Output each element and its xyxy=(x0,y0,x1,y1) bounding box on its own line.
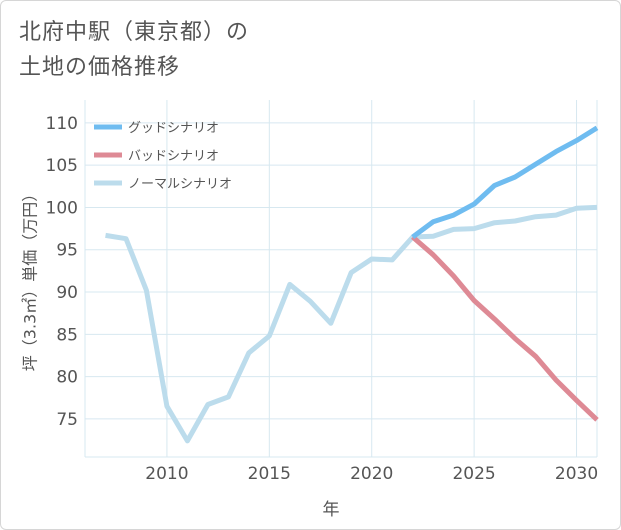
y-tick-label: 110 xyxy=(46,114,78,134)
legend-label-good: グッドシナリオ xyxy=(128,121,219,136)
legend-label-bad: バッドシナリオ xyxy=(128,149,219,164)
y-tick-label: 80 xyxy=(56,368,78,388)
y-tick-label: 100 xyxy=(46,198,78,218)
axes: 75 80 85 90 95 100 105 110 2010 2015 2020 2025 2030 年… xyxy=(21,114,599,520)
series-line-normal xyxy=(105,204,598,444)
chart-title-line-1: 北府中駅（東京都）の xyxy=(19,20,250,45)
y-tick-label: 75 xyxy=(56,410,78,430)
x-axis-title: 年 xyxy=(323,500,340,520)
y-tick-label: 90 xyxy=(56,283,78,303)
x-tick-label: 2015 xyxy=(248,464,291,484)
y-tick-label: 105 xyxy=(46,156,78,176)
y-axis-title: 坪（3.3㎡）単価（万円） xyxy=(21,186,40,371)
y-tick-label: 95 xyxy=(56,241,78,261)
x-tick-label: 2010 xyxy=(145,464,188,484)
y-tick-label: 85 xyxy=(56,325,78,345)
x-tick-label: 2030 xyxy=(555,464,598,484)
series-lines xyxy=(105,125,599,444)
chart-title-line-2: 土地の価格推移 xyxy=(19,55,181,80)
chart-title: 北府中駅（東京都）の 土地の価格推移 xyxy=(19,15,249,85)
x-tick-label: 2025 xyxy=(452,464,495,484)
x-tick-label: 2020 xyxy=(350,464,393,484)
legend-label-normal: ノーマルシナリオ xyxy=(128,177,232,192)
series-line-good xyxy=(411,125,599,240)
series-line-bad xyxy=(411,235,599,422)
